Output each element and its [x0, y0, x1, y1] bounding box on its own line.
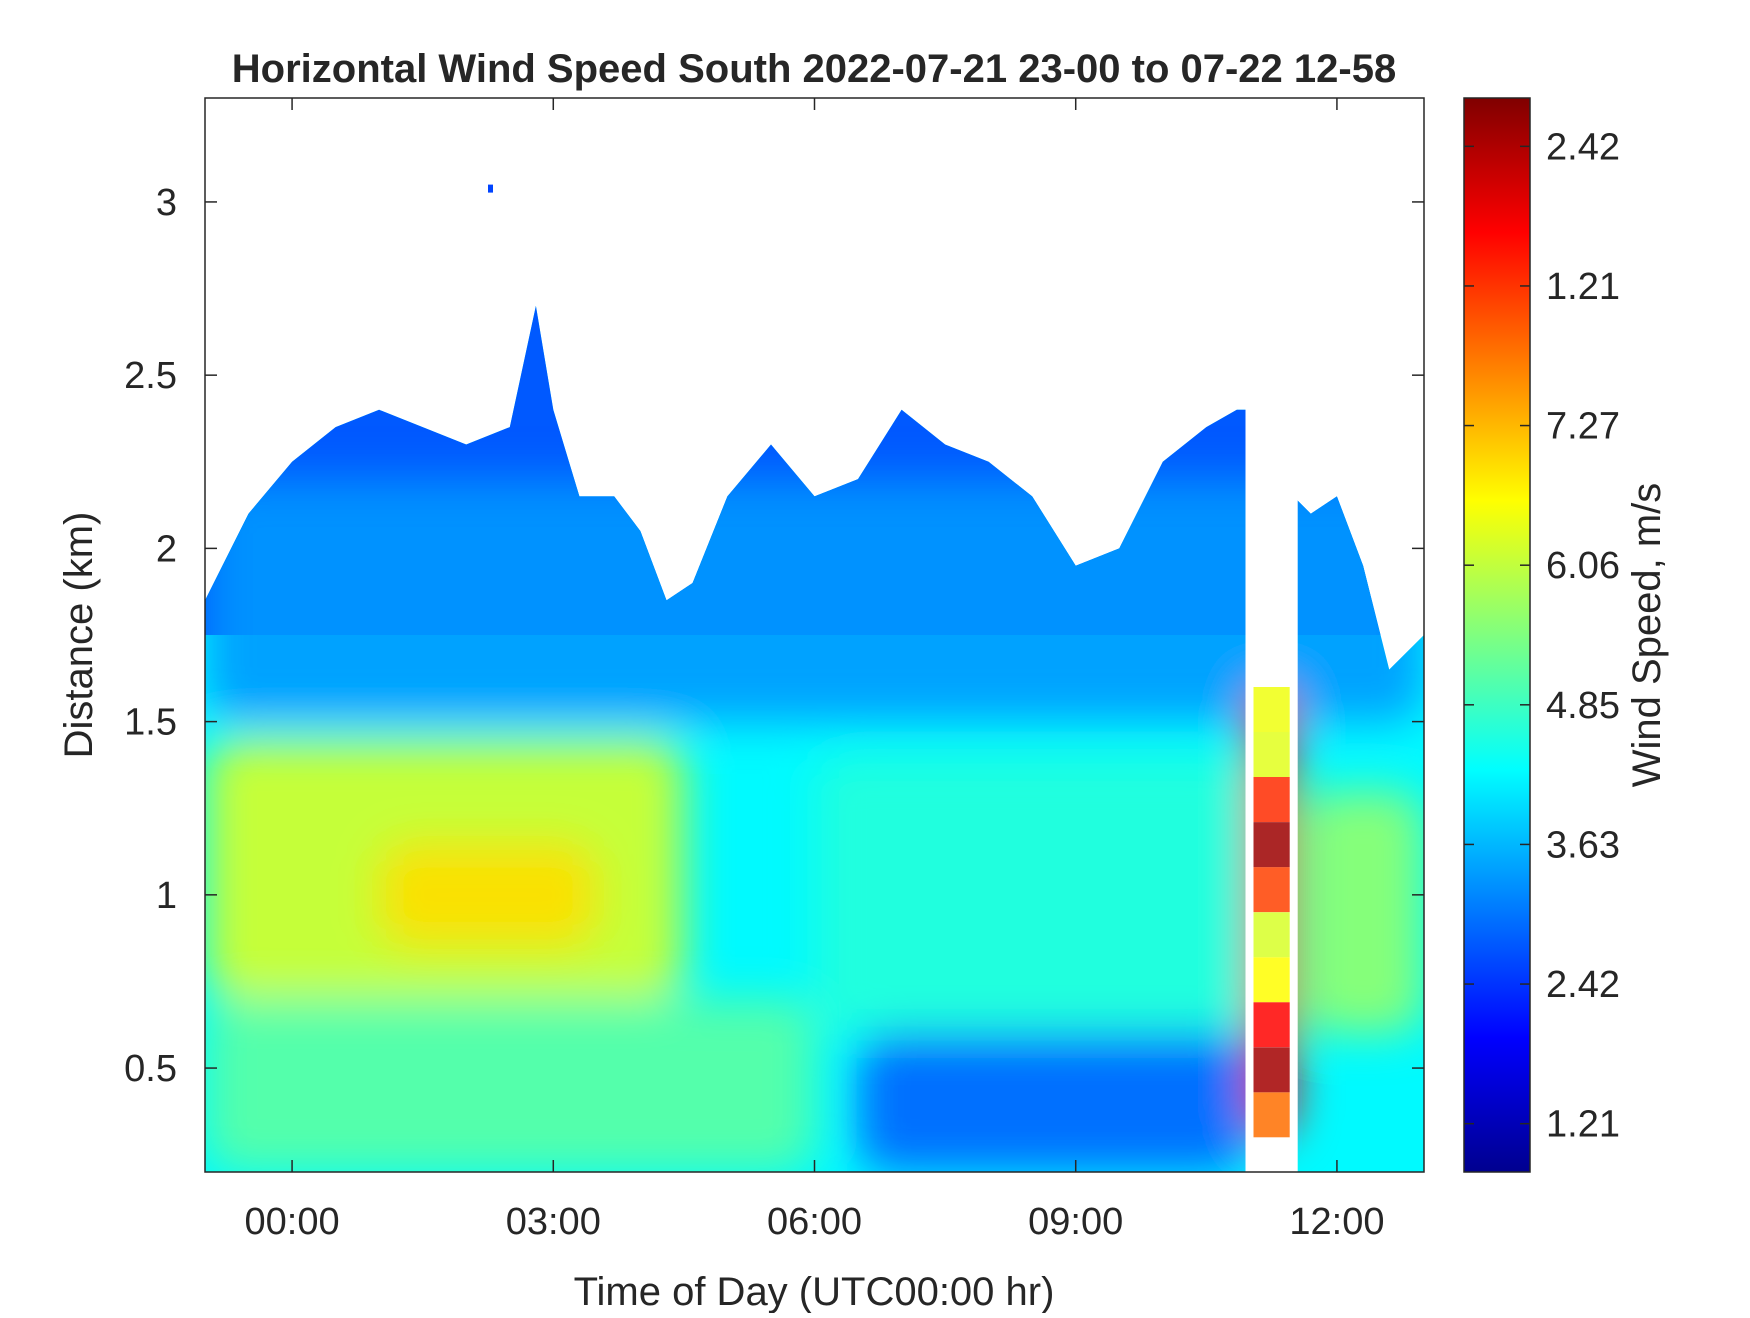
- x-tick-label: 00:00: [245, 1201, 340, 1243]
- x-axis-label: Time of Day (UTC00:00 hr): [574, 1270, 1055, 1313]
- colorbar-tick-label: 2.42: [1546, 126, 1620, 168]
- strip-cell: [1253, 822, 1290, 868]
- y-tick-label: 2.5: [124, 355, 177, 397]
- strip-cell: [1253, 1047, 1290, 1093]
- y-axis: 0.5 1 1.5 2 2.5 3: [124, 182, 1424, 1090]
- strip-cell: [1253, 777, 1290, 822]
- y-tick-label: 3: [156, 182, 177, 224]
- wind-regions: [205, 479, 1424, 1172]
- chart-title: Horizontal Wind Speed South 2022-07-21 2…: [232, 47, 1396, 91]
- strip-cell: [1253, 687, 1290, 732]
- wind-speed-region: [379, 842, 597, 947]
- y-tick-label: 1.5: [124, 702, 177, 744]
- wind-speed-region: [205, 479, 1424, 722]
- colorbar-label: Wind Speed, m/s: [1625, 483, 1669, 788]
- colorbar-tick-label: 1.21: [1546, 1104, 1620, 1146]
- colorbar-ticks: 1.21 2.42 3.63 4.85 6.06 7.27 1.21 2.42: [1464, 126, 1620, 1146]
- x-tick-label: 12:00: [1289, 1201, 1384, 1243]
- y-tick-label: 2: [156, 528, 177, 570]
- strip-cell: [1253, 732, 1290, 777]
- y-axis-label: Distance (km): [57, 512, 101, 759]
- colorbar-tick-label: 6.06: [1546, 545, 1620, 587]
- high-speed-strip: [1253, 687, 1290, 1138]
- colorbar-tick-label: 2.42: [1546, 964, 1620, 1006]
- wind-speed-region: [1302, 790, 1424, 1034]
- strip-cell: [1253, 1092, 1290, 1138]
- x-tick-label: 09:00: [1028, 1201, 1123, 1243]
- strip-cell: [1253, 912, 1290, 958]
- y-tick-label: 1: [156, 875, 177, 917]
- strip-cell: [1253, 1002, 1290, 1048]
- x-axis: 00:00 03:00 06:00 09:00 12:00: [245, 98, 1384, 1243]
- strip-cell: [1253, 867, 1290, 913]
- x-tick-label: 03:00: [506, 1201, 601, 1243]
- wind-field: [205, 305, 1424, 1172]
- x-tick-label: 06:00: [767, 1201, 862, 1243]
- colorbar-tick-label: 3.63: [1546, 824, 1620, 866]
- wind-speed-region: [814, 756, 1250, 1034]
- colorbar: [1463, 97, 1531, 1173]
- heatmap-area: [205, 98, 1424, 1172]
- y-tick-label: 0.5: [124, 1048, 177, 1090]
- wind-speed-region: [858, 1033, 1250, 1172]
- wind-speed-region: [205, 998, 815, 1172]
- colorbar-tick-label: 4.85: [1546, 685, 1620, 727]
- colorbar-tick-label: 1.21: [1546, 266, 1620, 308]
- strip-cell: [1253, 957, 1290, 1003]
- speckle: [488, 184, 493, 193]
- colorbar-tick-label: 7.27: [1546, 406, 1620, 448]
